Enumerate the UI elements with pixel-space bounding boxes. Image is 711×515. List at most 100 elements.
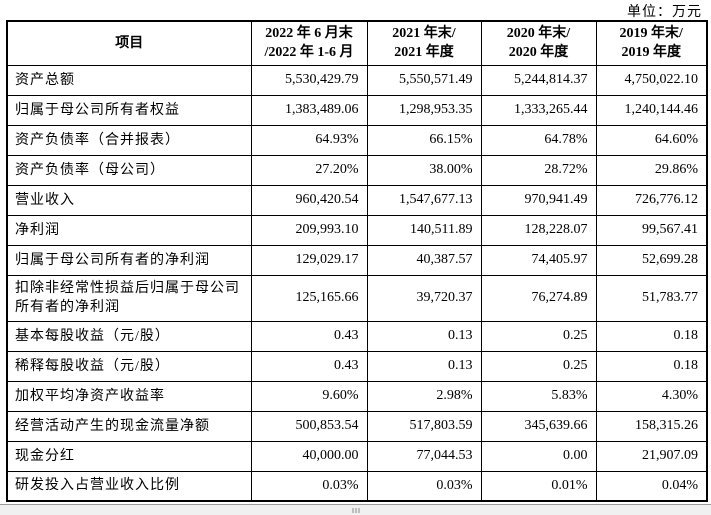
table-row: 资产负债率（母公司） 27.20% 38.00% 28.72% 29.86% bbox=[6, 154, 708, 186]
row-value: 0.43 bbox=[250, 320, 368, 352]
row-value: 0.01% bbox=[480, 470, 597, 502]
header-2019-line1: 2019 年末/ bbox=[619, 26, 683, 42]
row-value: 4,750,022.10 bbox=[595, 64, 708, 96]
row-value: 74,405.97 bbox=[480, 244, 597, 276]
row-label: 现金分红 bbox=[6, 440, 252, 472]
row-value: 128,228.07 bbox=[480, 214, 597, 246]
row-value: 76,274.89 bbox=[480, 274, 597, 322]
row-value: 970,941.49 bbox=[480, 184, 597, 216]
row-label: 营业收入 bbox=[6, 184, 252, 216]
row-label: 净利润 bbox=[6, 214, 252, 246]
row-label: 资产负债率（合并报表） bbox=[6, 124, 252, 156]
header-2019-line2: 2019 年度 bbox=[621, 45, 682, 61]
header-2019: 2019 年末/ 2019 年度 bbox=[595, 20, 708, 66]
row-value: 0.04% bbox=[595, 470, 708, 502]
row-label: 扣除非经常性损益后归属于母公司所有者的净利润 bbox=[6, 274, 252, 322]
row-value: 40,000.00 bbox=[250, 440, 368, 472]
row-label: 归属于母公司所有者权益 bbox=[6, 94, 252, 126]
table-row: 归属于母公司所有者权益 1,383,489.06 1,298,953.35 1,… bbox=[6, 94, 708, 126]
row-value: 0.03% bbox=[366, 470, 482, 502]
table-row: 扣除非经常性损益后归属于母公司所有者的净利润 125,165.66 39,720… bbox=[6, 274, 708, 322]
unit-label: 单位：万元 bbox=[627, 5, 702, 20]
row-value: 5,530,429.79 bbox=[250, 64, 368, 96]
row-value: 0.18 bbox=[595, 350, 708, 382]
row-value: 1,333,265.44 bbox=[480, 94, 597, 126]
row-label: 经营活动产生的现金流量净额 bbox=[6, 410, 252, 442]
table-row: 研发投入占营业收入比例 0.03% 0.03% 0.01% 0.04% bbox=[6, 470, 708, 502]
table-row: 资产负债率（合并报表） 64.93% 66.15% 64.78% 64.60% bbox=[6, 124, 708, 156]
row-value: 1,383,489.06 bbox=[250, 94, 368, 126]
row-value: 99,567.41 bbox=[595, 214, 708, 246]
row-value: 0.43 bbox=[250, 350, 368, 382]
row-value: 27.20% bbox=[250, 154, 368, 186]
row-label: 稀释每股收益（元/股） bbox=[6, 350, 252, 382]
row-value: 726,776.12 bbox=[595, 184, 708, 216]
table-row: 基本每股收益（元/股） 0.43 0.13 0.25 0.18 bbox=[6, 320, 708, 352]
row-value: 960,420.54 bbox=[250, 184, 368, 216]
row-value: 40,387.57 bbox=[366, 244, 482, 276]
row-value: 38.00% bbox=[366, 154, 482, 186]
row-value: 4.30% bbox=[595, 380, 708, 412]
row-value: 29.86% bbox=[595, 154, 708, 186]
header-2020: 2020 年末/ 2020 年度 bbox=[480, 20, 597, 66]
row-value: 0.03% bbox=[250, 470, 368, 502]
table-row: 营业收入 960,420.54 1,547,677.13 970,941.49 … bbox=[6, 184, 708, 216]
row-value: 500,853.54 bbox=[250, 410, 368, 442]
table-row: 现金分红 40,000.00 77,044.53 0.00 21,907.09 bbox=[6, 440, 708, 472]
row-value: 2.98% bbox=[366, 380, 482, 412]
row-label: 归属于母公司所有者的净利润 bbox=[6, 244, 252, 276]
header-item: 项目 bbox=[6, 20, 252, 66]
row-value: 0.13 bbox=[366, 350, 482, 382]
row-value: 21,907.09 bbox=[595, 440, 708, 472]
table-row: 经营活动产生的现金流量净额 500,853.54 517,803.59 345,… bbox=[6, 410, 708, 442]
header-2021: 2021 年末/ 2021 年度 bbox=[366, 20, 482, 66]
row-value: 0.00 bbox=[480, 440, 597, 472]
row-value: 39,720.37 bbox=[366, 274, 482, 322]
row-value: 64.93% bbox=[250, 124, 368, 156]
table-row: 资产总额 5,530,429.79 5,550,571.49 5,244,814… bbox=[6, 64, 708, 96]
header-2020-line1: 2020 年末/ bbox=[506, 26, 571, 42]
row-value: 1,298,953.35 bbox=[366, 94, 482, 126]
row-value: 209,993.10 bbox=[250, 214, 368, 246]
table-row: 稀释每股收益（元/股） 0.43 0.13 0.25 0.18 bbox=[6, 350, 708, 382]
row-value: 77,044.53 bbox=[366, 440, 482, 472]
row-value: 66.15% bbox=[366, 124, 482, 156]
table-header-row: 项目 2022 年 6 月末 /2022 年 1-6 月 2021 年末/ 20… bbox=[6, 20, 708, 66]
row-value: 51,783.77 bbox=[595, 274, 708, 322]
horizontal-scrollbar[interactable] bbox=[0, 504, 711, 515]
row-value: 28.72% bbox=[480, 154, 597, 186]
table-row: 归属于母公司所有者的净利润 129,029.17 40,387.57 74,40… bbox=[6, 244, 708, 276]
row-value: 517,803.59 bbox=[366, 410, 482, 442]
row-value: 1,547,677.13 bbox=[366, 184, 482, 216]
row-value: 345,639.66 bbox=[480, 410, 597, 442]
row-label: 资产总额 bbox=[6, 64, 252, 96]
header-2022-line1: 2022 年 6 月末 bbox=[265, 26, 353, 42]
row-label: 基本每股收益（元/股） bbox=[6, 320, 252, 352]
row-value: 158,315.26 bbox=[595, 410, 708, 442]
row-value: 0.25 bbox=[480, 320, 597, 352]
row-value: 140,511.89 bbox=[366, 214, 482, 246]
table-row: 加权平均净资产收益率 9.60% 2.98% 5.83% 4.30% bbox=[6, 380, 708, 412]
row-value: 129,029.17 bbox=[250, 244, 368, 276]
header-2021-line1: 2021 年末/ bbox=[392, 26, 456, 42]
row-label: 加权平均净资产收益率 bbox=[6, 380, 252, 412]
row-value: 0.25 bbox=[480, 350, 597, 382]
row-value: 1,240,144.46 bbox=[595, 94, 708, 126]
table-row: 净利润 209,993.10 140,511.89 128,228.07 99,… bbox=[6, 214, 708, 246]
row-value: 64.60% bbox=[595, 124, 708, 156]
header-2021-line2: 2021 年度 bbox=[394, 45, 454, 61]
financial-summary-table: 项目 2022 年 6 月末 /2022 年 1-6 月 2021 年末/ 20… bbox=[6, 20, 708, 502]
row-value: 0.18 bbox=[595, 320, 708, 352]
header-2020-line2: 2020 年度 bbox=[508, 45, 569, 61]
row-value: 5,550,571.49 bbox=[366, 64, 482, 96]
scrollbar-grip-icon[interactable] bbox=[352, 508, 359, 513]
header-2022: 2022 年 6 月末 /2022 年 1-6 月 bbox=[250, 20, 368, 66]
row-value: 5.83% bbox=[480, 380, 597, 412]
row-value: 64.78% bbox=[480, 124, 597, 156]
row-label: 资产负债率（母公司） bbox=[6, 154, 252, 186]
row-value: 125,165.66 bbox=[250, 274, 368, 322]
row-label: 研发投入占营业收入比例 bbox=[6, 470, 252, 502]
row-value: 0.13 bbox=[366, 320, 482, 352]
header-2022-line2: /2022 年 1-6 月 bbox=[264, 45, 354, 61]
